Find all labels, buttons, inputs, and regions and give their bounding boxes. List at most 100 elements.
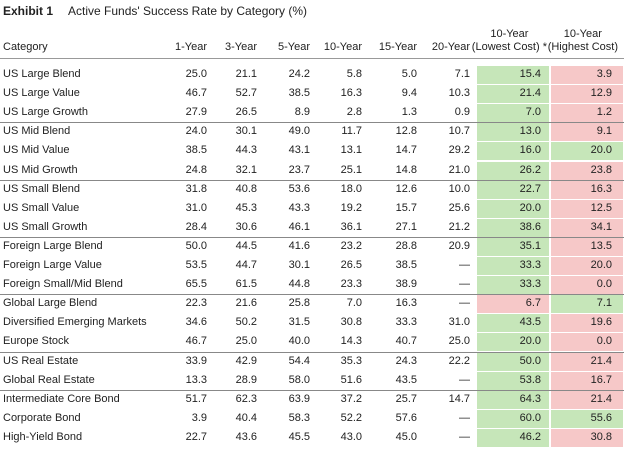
value-cell: 31.5 [288,316,310,329]
value-cell: 14.8 [395,163,417,176]
cell-shade [551,142,623,161]
value-cell: 20.0 [519,335,541,348]
group-rule [0,294,624,295]
value-cell: 38.9 [395,278,417,291]
cell-shade [551,218,623,237]
category-cell: Foreign Large Value [3,259,102,271]
value-cell: 10.0 [448,182,470,195]
value-cell: 46.7 [185,335,207,348]
cell-shade [551,295,623,314]
value-cell: 33.9 [185,354,207,367]
value-cell: 24.8 [185,163,207,176]
value-cell: 58.0 [288,373,310,386]
category-cell: US Mid Value [3,144,70,157]
value-cell: 12.9 [590,87,612,100]
value-cell: 52.7 [235,87,257,100]
value-cell: 65.5 [185,278,207,291]
category-cell: US Mid Growth [3,163,78,176]
value-cell: 43.1 [288,144,310,157]
cell-shade [477,66,549,85]
cell-shade [477,409,549,428]
value-cell: 19.2 [340,201,362,214]
cell-shade [551,161,623,180]
value-cell: 25.8 [288,297,310,310]
cell-shade [551,123,623,142]
value-cell: 15.4 [519,68,541,80]
value-cell: 21.6 [235,297,257,310]
category-cell: US Small Value [3,201,80,214]
value-cell: 11.7 [341,125,362,138]
header-cell: 5-Year [277,41,310,53]
cell-shade [477,218,549,237]
category-cell: US Real Estate [3,354,79,367]
value-cell: 62.3 [235,392,257,405]
cell-shade [477,352,549,371]
category-cell: US Small Growth [3,220,88,233]
header-cell: 10-Year (Highest Cost) [547,28,618,53]
value-cell: 25.0 [235,335,257,348]
category-cell: US Large Growth [3,106,88,119]
value-cell: 9.4 [401,87,417,100]
category-cell: High-Yield Bond [3,430,83,443]
value-cell: 53.6 [288,182,310,195]
cell-shade [477,257,549,276]
value-cell: 20.9 [448,239,470,252]
value-cell: 15.7 [395,201,417,214]
value-cell: 12.8 [395,125,417,138]
cell-shade [477,276,549,295]
cell-shade [551,428,623,447]
value-cell: 31.8 [185,182,207,195]
value-cell: 40.8 [235,182,257,195]
value-cell: 33.3 [395,316,417,329]
group-rule [0,237,624,238]
value-cell: 37.2 [340,392,362,405]
cell-shade [551,409,623,428]
value-cell: 3.9 [596,68,612,80]
value-cell: 20.0 [519,201,541,214]
cell-shade [551,257,623,276]
value-cell: 57.6 [395,411,417,424]
value-cell: 40.4 [235,411,257,424]
value-cell: 20.0 [590,259,612,271]
cell-shade [551,180,623,199]
header-cell: 15-Year [378,41,417,53]
value-cell: 5.8 [346,68,362,80]
category-cell: Intermediate Core Bond [3,392,120,405]
value-cell: 34.1 [590,220,612,233]
cell-shade [477,161,549,180]
cell-shade [477,295,549,314]
value-cell: 43.5 [395,373,417,386]
category-cell: Diversified Emerging Markets [3,316,147,329]
cell-shade [551,371,623,390]
value-cell: 28.4 [185,220,207,233]
value-cell: 29.2 [448,144,470,157]
value-cell: 16.7 [590,373,612,386]
value-cell: 0.9 [454,106,470,119]
exhibit-label: Exhibit 1 [3,4,54,18]
value-cell: 20.0 [590,144,612,157]
value-cell: 33.3 [519,278,541,291]
value-cell: 14.7 [448,392,470,405]
value-cell: 22.2 [448,354,470,367]
value-cell: 27.1 [395,220,417,233]
value-cell: 38.6 [519,220,541,233]
value-cell: — [459,297,470,310]
value-cell: 25.6 [448,201,470,214]
cell-shade [477,237,549,256]
value-cell: 46.7 [185,87,207,100]
value-cell: 10.7 [448,125,470,138]
value-cell: 53.5 [185,259,207,271]
title: Active Funds' Success Rate by Category (… [68,4,308,18]
cell-shade [477,123,549,142]
value-cell: 0.0 [596,335,612,348]
value-cell: 50.0 [185,239,207,252]
value-cell: 12.5 [590,201,612,214]
cell-shade [551,314,623,333]
value-cell: 21.4 [519,87,541,100]
cell-shade [477,180,549,199]
group-rule [0,122,624,123]
header-cell: Category [3,41,48,53]
value-cell: 14.3 [340,335,362,348]
value-cell: 49.0 [288,125,310,138]
